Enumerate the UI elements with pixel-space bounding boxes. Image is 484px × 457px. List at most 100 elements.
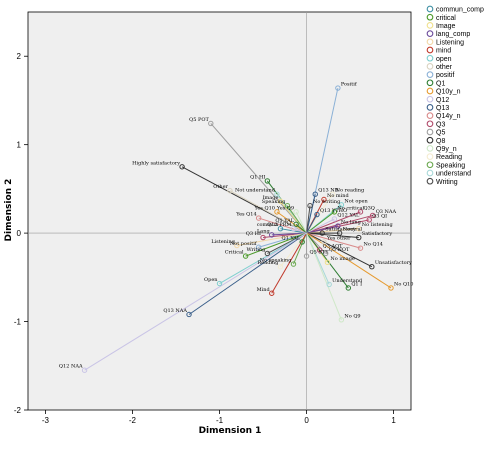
- point-ray: [306, 193, 334, 234]
- point-label: No critical: [337, 205, 364, 211]
- data-point: [186, 311, 192, 318]
- point-ray: [306, 225, 338, 234]
- point-label: Q12 YAL: [337, 212, 360, 218]
- point-label: Understand: [332, 278, 363, 284]
- point-label: Yes Q10: [253, 205, 274, 211]
- y-axis-title: Dimension 2: [4, 179, 14, 242]
- point-label: Q3Q: [364, 205, 375, 211]
- data-point: [321, 239, 327, 245]
- legend-entry: critical: [436, 15, 456, 22]
- legend-marker: [426, 120, 434, 128]
- point-label: Q5 STT: [310, 250, 330, 256]
- data-point: [179, 164, 185, 170]
- point-label: Lang: [257, 228, 271, 234]
- point-label: Satisfactory: [325, 227, 356, 233]
- point-label: commun: [257, 222, 280, 228]
- point-label: Other: [213, 184, 228, 190]
- point-label: No image: [330, 256, 354, 262]
- data-point: [329, 191, 336, 197]
- legend-entry: Writing: [436, 179, 458, 186]
- point-label: Yes Q14: [235, 212, 256, 218]
- legend-entry: commun_comp: [436, 7, 484, 14]
- legend-marker: [426, 169, 434, 177]
- point-label: Not understand: [235, 188, 276, 194]
- point-label: Q12 NAA: [59, 364, 83, 370]
- data-point: [303, 253, 310, 259]
- data-point: [357, 209, 364, 215]
- data-points: Positif Q5 POT Highly satisfactory Other Q1 …: [59, 82, 413, 373]
- point-label: Reading: [257, 260, 279, 266]
- point-label: Speaking: [262, 199, 286, 205]
- point-label: Q3 NAA: [376, 209, 397, 215]
- data-point: [322, 250, 329, 257]
- point-label: Open: [204, 277, 218, 283]
- data-point: [264, 250, 271, 257]
- point-label: No Q10: [394, 281, 413, 287]
- y-tick-label: 0: [17, 229, 22, 238]
- x-tick-label: -3: [42, 416, 50, 425]
- point-ray: [188, 232, 307, 315]
- legend-marker: [426, 153, 434, 160]
- point-label: Q3 HI: [246, 231, 261, 237]
- data-point: [293, 209, 299, 215]
- data-point: [227, 187, 233, 194]
- point-label: Not open: [344, 198, 368, 204]
- point-label: Q5 NOT: [329, 247, 350, 253]
- data-point: [277, 225, 284, 232]
- legend: commun_compcriticalImagelang_compListeni…: [426, 5, 484, 186]
- y-tick-label: 2: [17, 52, 22, 61]
- data-point: [293, 221, 299, 227]
- point-ray: [306, 214, 318, 234]
- legend-entry: Q14y_n: [436, 113, 461, 120]
- data-point: [290, 261, 297, 267]
- legend-marker: [426, 13, 434, 21]
- point-label: No Q9: [344, 313, 360, 319]
- x-tick-label: -2: [129, 416, 137, 425]
- point-ray: [306, 211, 335, 234]
- x-axis-title: Dimension 1: [199, 426, 262, 436]
- y-tick-label: -2: [14, 406, 22, 415]
- data-point: [338, 202, 345, 208]
- data-point: [216, 280, 223, 287]
- point-ray: [280, 200, 307, 234]
- data-point: [335, 85, 341, 91]
- axis-ticks: -3 -2 -1 0 1 -2 -1 0 1 2: [14, 52, 396, 425]
- point-label: No Q14: [364, 242, 383, 248]
- point-label: Writing: [246, 247, 266, 253]
- legend-marker: [426, 95, 434, 103]
- data-point: [299, 239, 305, 245]
- point-ray: [306, 232, 359, 239]
- data-point: [260, 234, 266, 241]
- point-label: Q13 NR: [318, 188, 338, 194]
- data-point: [331, 216, 338, 222]
- data-point: [356, 234, 362, 241]
- legend-marker: [426, 79, 434, 87]
- data-point: [370, 212, 376, 219]
- data-point: [277, 198, 284, 204]
- data-point: [338, 317, 345, 323]
- legend-entry: lang_comp: [436, 31, 470, 38]
- legend-marker: [426, 22, 434, 29]
- data-point: [319, 230, 325, 236]
- data-point: [388, 285, 394, 291]
- point-label: Q5 POT: [189, 117, 209, 123]
- point-ray: [236, 232, 307, 246]
- legend-marker: [426, 5, 434, 13]
- legend-marker: [426, 136, 434, 144]
- data-point: [369, 264, 375, 270]
- legend-entry: Q3: [436, 121, 445, 128]
- data-point: [314, 211, 320, 218]
- point-ray: [306, 232, 361, 249]
- data-point: [345, 285, 352, 291]
- zero-reference-lines: [28, 12, 411, 410]
- legend-marker: [426, 177, 434, 185]
- point-label: Yes Q9: [276, 205, 294, 211]
- legend-entry: Q1: [436, 80, 445, 87]
- data-point: [290, 225, 297, 232]
- point-ray: [245, 232, 307, 257]
- point-ray: [306, 205, 311, 234]
- data-point: [255, 215, 262, 221]
- data-point: [312, 191, 318, 197]
- point-label: Q3 QI: [372, 213, 387, 219]
